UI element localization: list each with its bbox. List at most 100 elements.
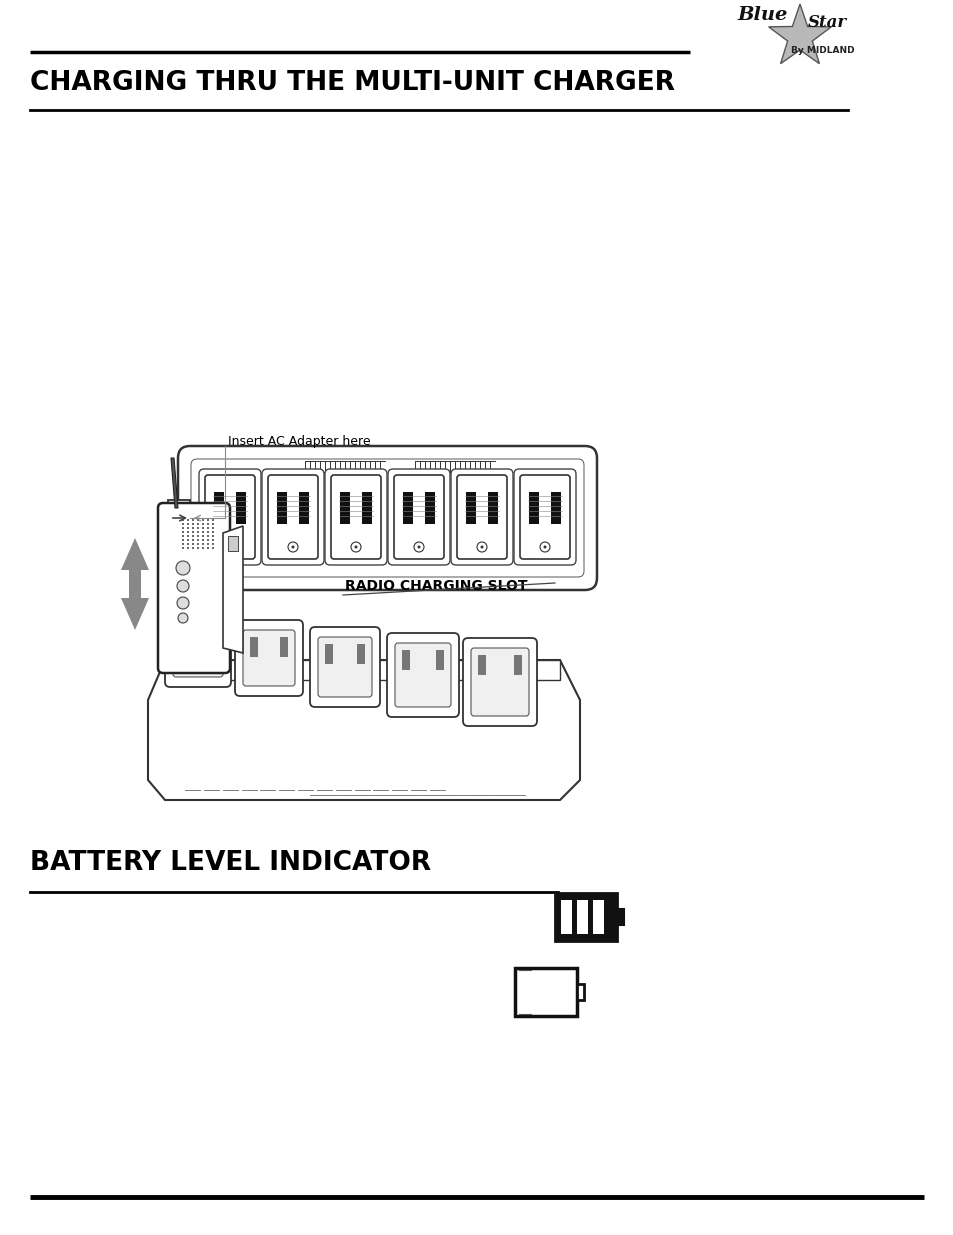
Circle shape: [212, 535, 213, 537]
Circle shape: [212, 538, 213, 541]
Circle shape: [225, 542, 234, 552]
Bar: [514, 655, 521, 676]
Circle shape: [187, 527, 189, 529]
Circle shape: [207, 547, 209, 550]
FancyBboxPatch shape: [243, 630, 294, 685]
Circle shape: [192, 535, 193, 537]
Circle shape: [177, 597, 189, 609]
FancyBboxPatch shape: [325, 469, 387, 564]
Bar: [555, 893, 617, 941]
Bar: [551, 492, 560, 524]
Bar: [228, 536, 237, 551]
Circle shape: [196, 538, 199, 541]
Circle shape: [192, 527, 193, 529]
Circle shape: [182, 522, 184, 525]
Circle shape: [175, 561, 190, 576]
Circle shape: [182, 547, 184, 550]
FancyBboxPatch shape: [394, 475, 443, 559]
Circle shape: [202, 543, 204, 545]
Circle shape: [187, 543, 189, 545]
Circle shape: [351, 542, 360, 552]
Circle shape: [187, 531, 189, 534]
FancyBboxPatch shape: [395, 643, 451, 706]
Circle shape: [196, 519, 199, 521]
Circle shape: [207, 531, 209, 534]
FancyBboxPatch shape: [310, 627, 379, 706]
Circle shape: [192, 522, 193, 525]
Circle shape: [196, 527, 199, 529]
Circle shape: [182, 538, 184, 541]
Text: RADIO CHARGING SLOT: RADIO CHARGING SLOT: [345, 579, 527, 593]
FancyBboxPatch shape: [178, 446, 597, 590]
FancyBboxPatch shape: [331, 475, 380, 559]
Bar: [356, 643, 365, 664]
Circle shape: [207, 538, 209, 541]
Circle shape: [212, 527, 213, 529]
Text: Star: Star: [807, 14, 846, 31]
Circle shape: [207, 543, 209, 545]
Text: BATTERY LEVEL INDICATOR: BATTERY LEVEL INDICATOR: [30, 850, 431, 876]
Circle shape: [196, 535, 199, 537]
Polygon shape: [165, 659, 559, 680]
Bar: [213, 492, 224, 524]
Bar: [250, 637, 257, 657]
Bar: [424, 492, 435, 524]
FancyBboxPatch shape: [158, 503, 230, 673]
Circle shape: [177, 580, 189, 592]
Circle shape: [212, 547, 213, 550]
Circle shape: [192, 531, 193, 534]
FancyBboxPatch shape: [519, 475, 569, 559]
Circle shape: [212, 543, 213, 545]
Circle shape: [229, 546, 232, 548]
Circle shape: [187, 547, 189, 550]
Circle shape: [543, 546, 546, 548]
Polygon shape: [223, 526, 243, 653]
Circle shape: [202, 535, 204, 537]
FancyBboxPatch shape: [268, 475, 317, 559]
Circle shape: [187, 535, 189, 537]
FancyBboxPatch shape: [317, 637, 372, 697]
Circle shape: [187, 538, 189, 541]
Circle shape: [192, 543, 193, 545]
Circle shape: [202, 538, 204, 541]
Text: CHARGING THRU THE MULTI-UNIT CHARGER: CHARGING THRU THE MULTI-UNIT CHARGER: [30, 70, 675, 96]
Bar: [477, 655, 485, 676]
FancyBboxPatch shape: [205, 475, 254, 559]
Circle shape: [202, 522, 204, 525]
Bar: [276, 492, 287, 524]
FancyBboxPatch shape: [514, 469, 576, 564]
Bar: [577, 900, 587, 934]
Bar: [402, 492, 413, 524]
Bar: [235, 492, 246, 524]
Bar: [593, 900, 603, 934]
Circle shape: [178, 613, 188, 622]
Circle shape: [196, 531, 199, 534]
Polygon shape: [148, 659, 579, 800]
Circle shape: [539, 542, 550, 552]
Circle shape: [414, 542, 423, 552]
Polygon shape: [121, 538, 149, 598]
Circle shape: [212, 519, 213, 521]
Circle shape: [187, 522, 189, 525]
FancyBboxPatch shape: [172, 625, 223, 677]
Circle shape: [207, 535, 209, 537]
Bar: [560, 900, 572, 934]
FancyBboxPatch shape: [262, 469, 324, 564]
Circle shape: [192, 519, 193, 521]
Circle shape: [192, 547, 193, 550]
Bar: [617, 909, 623, 925]
Bar: [208, 632, 215, 652]
FancyBboxPatch shape: [387, 634, 458, 718]
Circle shape: [196, 547, 199, 550]
Bar: [339, 492, 350, 524]
Circle shape: [196, 522, 199, 525]
Polygon shape: [768, 4, 830, 64]
Bar: [280, 637, 288, 657]
Polygon shape: [121, 571, 149, 630]
FancyBboxPatch shape: [199, 469, 261, 564]
Bar: [401, 650, 410, 671]
Text: Insert AC Adapter here: Insert AC Adapter here: [228, 435, 370, 448]
Circle shape: [207, 522, 209, 525]
Bar: [465, 492, 476, 524]
Circle shape: [207, 527, 209, 529]
